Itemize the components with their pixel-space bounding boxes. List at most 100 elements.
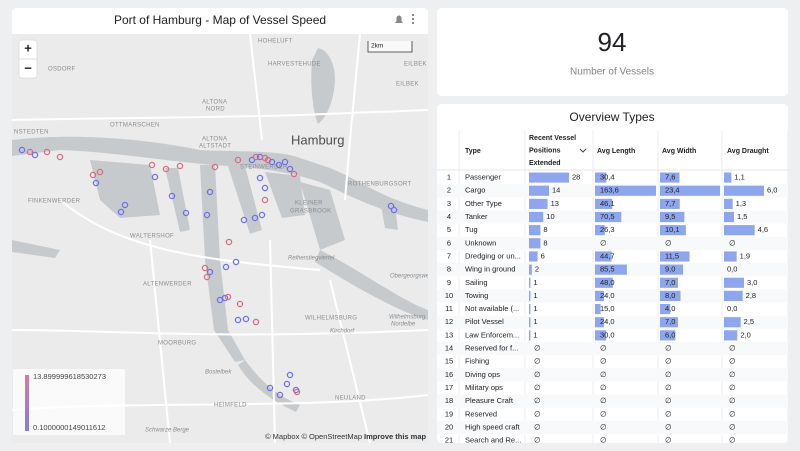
cell-bar [724,251,737,262]
cell-bar [595,251,612,262]
cell-bar [529,238,541,249]
type-cell: Reserved [465,409,497,418]
value-cell: 48,0 [600,278,615,287]
row-index: 12 [445,317,453,326]
row-index: 2 [447,186,451,195]
value-cell: 2,0 [740,330,750,339]
table-title: Overview Types [569,110,654,124]
value-cell: 8,0 [665,291,675,300]
menu-dot[interactable] [412,22,414,24]
cell-bar [660,251,690,262]
value-cell: 1 [533,291,537,300]
value-cell: 10,1 [665,225,680,234]
vessel-dot [256,174,264,182]
improve-link[interactable]: Improve this map [364,432,427,441]
type-cell: Not available (... [465,304,519,313]
zoom-out[interactable]: − [24,60,32,75]
row-stripe [437,289,788,303]
legend-min: 0.1000000149011612 [33,423,105,432]
value-cell: 23,4 [665,186,680,195]
column-header: Avg Width [662,148,696,155]
place-label: STEINWERDER [240,165,288,171]
value-cell: 0,0 [727,304,737,313]
value-cell: 8 [543,225,547,234]
place-label: MOORBURG [158,341,196,347]
value-cell: ∅ [534,409,541,418]
value-cell: ∅ [665,409,672,418]
vessel-dot [206,188,214,196]
cell-bar [529,211,544,223]
value-cell: 24,0 [600,317,615,326]
cell-bar [529,264,532,275]
cell-bar [595,277,613,288]
vessel-dot [162,165,170,173]
vessel-dot [281,158,289,166]
alert-icon[interactable] [395,15,403,23]
value-cell: ∅ [600,422,607,431]
value-cell: 6,0 [665,330,675,339]
cell-bar [660,317,678,328]
map-title: Port of Hamburg - Map of Vessel Speed [114,13,326,27]
type-cell: High speed craft [465,422,521,431]
vessel-dot [283,380,291,388]
type-cell: Tug [465,225,478,234]
zoom-in[interactable]: + [24,40,32,55]
place-label: WILHELMSBURG [305,316,357,322]
menu-dot[interactable] [412,18,414,20]
value-cell: ∅ [665,370,672,379]
value-cell: 1 [533,330,537,339]
cell-bar [660,172,680,183]
vessel-dot [92,179,100,187]
row-index: 17 [445,383,453,392]
place-label: EILBEK [396,82,419,88]
type-cell: Pleasure Craft [465,396,514,405]
vessel-dot [232,258,240,266]
vessel-dot [252,318,260,326]
vessel-dot [252,153,260,161]
vessel-dot [236,300,244,308]
place-label: HOHELUFT [258,39,293,45]
attribution: © Mapbox © OpenStreetMap [265,432,362,441]
value-cell: 2 [535,265,539,274]
cell-bar [595,304,601,315]
scorecard-value: 94 [598,27,627,57]
value-cell: 28 [572,173,580,182]
row-stripe [437,420,788,434]
value-cell: ∅ [534,357,541,366]
row-index: 21 [445,436,453,445]
value-cell: ∅ [534,396,541,405]
cell-bar [595,225,605,236]
zoom-controls[interactable]: + − [18,39,38,79]
value-cell: 46,1 [600,199,615,208]
vessel-dot [26,148,34,156]
legend-max: 13.899999618530273 [33,372,106,381]
value-cell: ∅ [665,344,672,353]
cell-bar [660,225,686,236]
row-index: 6 [447,238,451,247]
value-cell: ∅ [729,409,736,418]
vessel-dot [293,388,301,396]
legend-box [13,369,125,435]
value-cell: 1,1 [734,173,744,182]
row-index: 11 [445,304,453,313]
value-cell: ∅ [665,238,672,247]
place-label: NSTEDTEN [14,130,49,136]
scale-bar [367,41,413,53]
value-cell: 30,0 [600,330,615,339]
cell-bar [595,211,622,223]
city-label: Hamburg [291,132,344,147]
value-cell: ∅ [729,383,736,392]
menu-dot[interactable] [412,14,414,16]
value-cell: 13 [551,199,559,208]
value-cell: 24,0 [600,291,615,300]
value-cell: 2,8 [746,291,756,300]
vessel-dot [182,209,190,217]
cell-bar [724,172,732,183]
value-cell: 15,0 [600,304,615,313]
value-cell: ∅ [665,422,672,431]
vessel-dot [261,196,269,204]
card-icons[interactable] [395,14,414,24]
value-cell: 7,6 [665,173,675,182]
type-cell: Search and Re... [465,436,521,445]
